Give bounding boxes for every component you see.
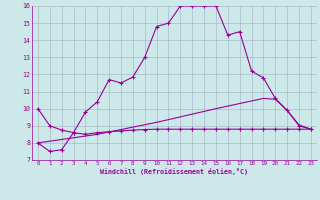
X-axis label: Windchill (Refroidissement éolien,°C): Windchill (Refroidissement éolien,°C) bbox=[100, 168, 248, 175]
